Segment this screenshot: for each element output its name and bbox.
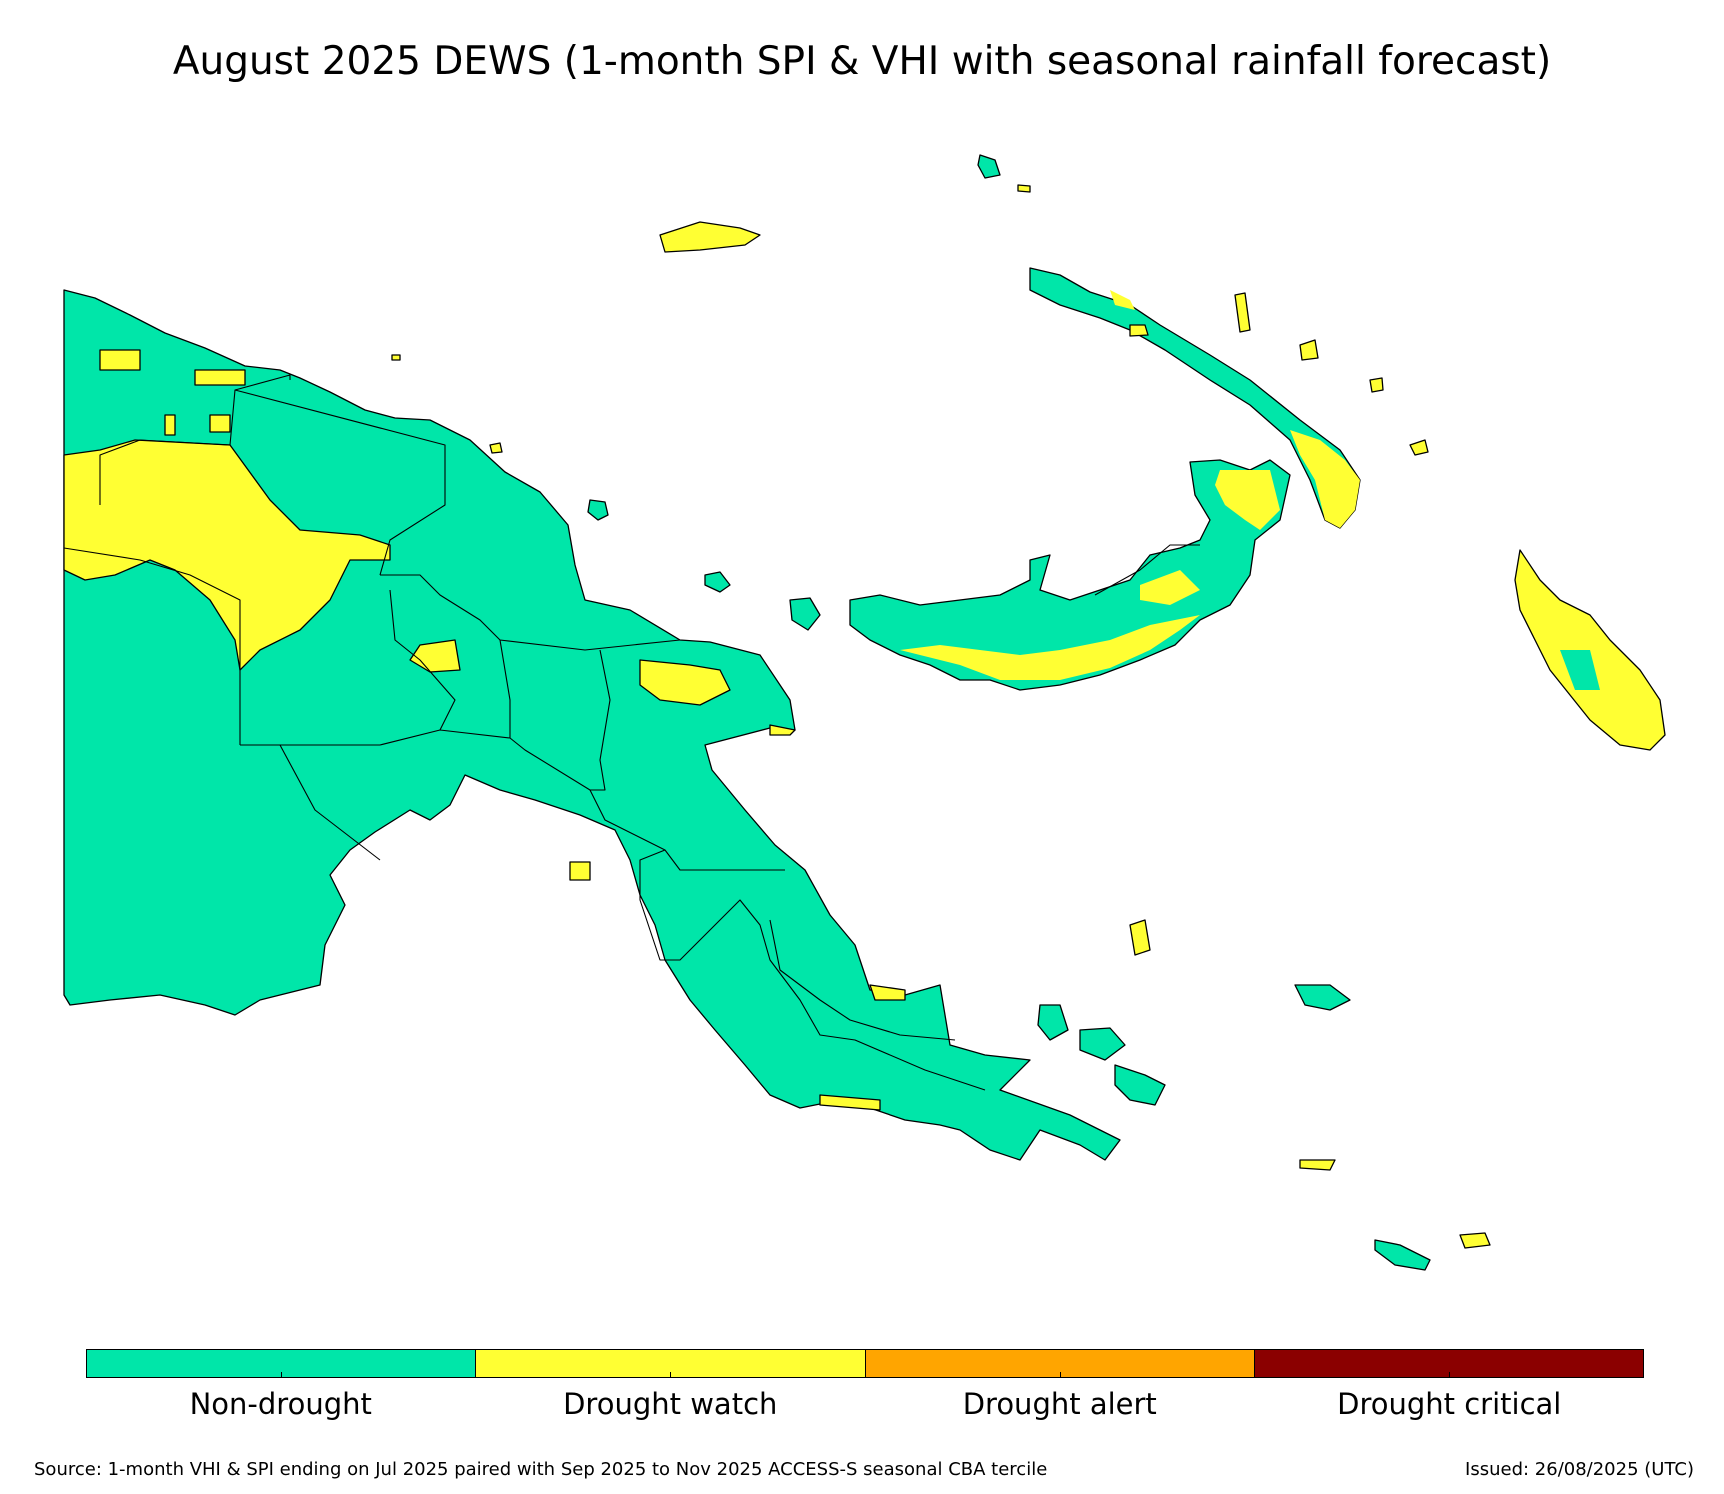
new-ireland-watch bbox=[1290, 430, 1360, 528]
legend-label-drought-alert: Drought alert bbox=[962, 1387, 1157, 1421]
manus-island bbox=[659, 221, 761, 253]
watch-patch-madang bbox=[639, 659, 731, 706]
province-boundary-oro bbox=[769, 919, 956, 1041]
province-boundary-highlands-1 bbox=[240, 729, 511, 746]
island-emirau bbox=[1017, 184, 1031, 193]
legend-swatch-drought-watch bbox=[476, 1350, 866, 1377]
island-feni bbox=[1369, 377, 1384, 393]
province-boundary-sepik-north bbox=[99, 374, 291, 505]
island-umboi bbox=[789, 597, 821, 631]
legend-label-drought-critical: Drought critical bbox=[1337, 1387, 1562, 1421]
island-karkar bbox=[587, 499, 609, 521]
island-nissan bbox=[1409, 439, 1429, 456]
island-rossel bbox=[1459, 1232, 1491, 1249]
island-duke-of-york bbox=[1129, 324, 1149, 337]
province-boundary-highlands-2 bbox=[380, 574, 681, 651]
island-lihir bbox=[1299, 339, 1319, 361]
footer-source: Source: 1-month VHI & SPI ending on Jul … bbox=[34, 1459, 1048, 1480]
new-britain-watch-west bbox=[1140, 570, 1200, 605]
legend-swatch-drought-alert bbox=[865, 1350, 1255, 1377]
new-britain-boundary bbox=[1094, 544, 1200, 596]
new-britain-watch-south bbox=[900, 615, 1200, 680]
island-normanby bbox=[1114, 1064, 1166, 1106]
legend-labels: Non-drought Drought watch Drought alert … bbox=[86, 1386, 1644, 1422]
watch-patch-north-2 bbox=[194, 369, 246, 386]
footer-issued: Issued: 26/08/2025 (UTC) bbox=[1465, 1459, 1694, 1480]
island-mussau bbox=[977, 154, 1001, 179]
watch-patch-north-1 bbox=[99, 349, 141, 371]
legend-colorbar bbox=[86, 1349, 1644, 1378]
watch-patch-south-2 bbox=[819, 1094, 881, 1111]
new-ireland-watch-2 bbox=[1110, 290, 1135, 310]
island-long bbox=[704, 571, 731, 593]
watch-patch-north-4 bbox=[209, 414, 231, 433]
island-wuvulu bbox=[391, 354, 401, 361]
island-misima bbox=[1374, 1239, 1431, 1271]
island-tabar bbox=[1234, 292, 1251, 333]
province-boundary-gulf bbox=[279, 744, 381, 861]
province-boundary-west-sepik bbox=[63, 547, 241, 745]
mainland-png bbox=[63, 289, 1121, 1161]
bougainville-nondrought bbox=[1560, 650, 1600, 690]
new-britain-watch-east bbox=[1215, 470, 1280, 530]
legend-label-non-drought: Non-drought bbox=[189, 1387, 372, 1421]
island-bam bbox=[489, 442, 503, 454]
island-goodenough bbox=[1037, 1004, 1069, 1041]
watch-patch-highlands bbox=[409, 639, 461, 673]
legend-swatch-drought-critical bbox=[1254, 1350, 1643, 1377]
legend-label-drought-watch: Drought watch bbox=[563, 1387, 778, 1421]
island-d-entrecasteaux-small bbox=[1129, 919, 1151, 956]
watch-patch-coast-2 bbox=[869, 984, 906, 1001]
province-boundary-morobe bbox=[589, 789, 785, 871]
island-trobriand bbox=[1294, 984, 1351, 1011]
watch-patch-sepik bbox=[63, 439, 391, 671]
watch-patch-north-3 bbox=[164, 414, 176, 436]
watch-patch-south-1 bbox=[569, 861, 591, 881]
island-woodlark bbox=[1299, 1159, 1336, 1171]
island-fergusson bbox=[1079, 1027, 1126, 1061]
province-boundary-highlands-3 bbox=[389, 589, 456, 731]
map-title: August 2025 DEWS (1-month SPI & VHI with… bbox=[172, 39, 1552, 84]
province-boundary-sepik-east bbox=[234, 389, 446, 576]
province-boundary-central bbox=[639, 849, 986, 1091]
legend-swatch-non-drought bbox=[87, 1350, 477, 1377]
watch-patch-coast-1 bbox=[769, 724, 796, 736]
